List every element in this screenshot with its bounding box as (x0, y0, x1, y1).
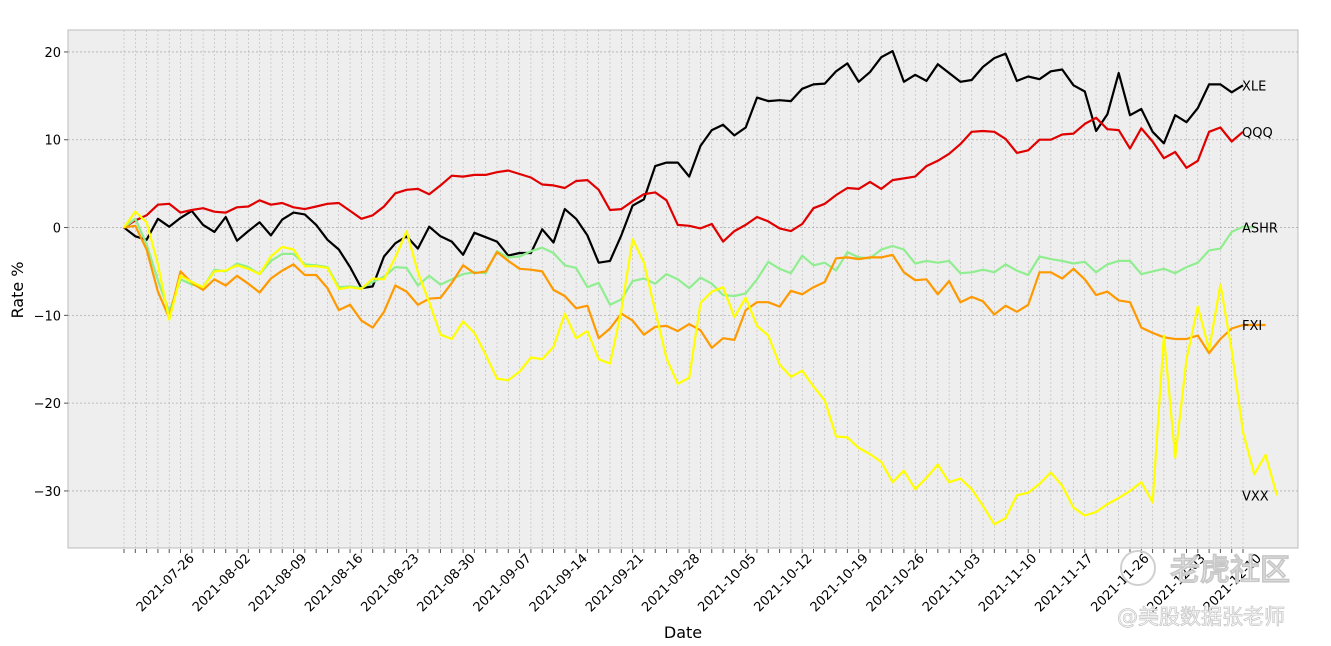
y-tick-label: −30 (34, 485, 61, 500)
watermark-logo-icon (1120, 550, 1156, 586)
series-line-ashr (123, 217, 1255, 313)
x-tick-label: 2021-09-28 (639, 551, 703, 615)
x-axis-ticks: 2021-07-262021-08-022021-08-092021-08-16… (123, 549, 1265, 615)
x-tick-label: 2021-09-07 (471, 551, 535, 615)
series-lines (123, 49, 1278, 526)
x-tick-label: 2021-08-09 (246, 551, 310, 615)
series-label-ashr: ASHR (1242, 222, 1278, 237)
grid-lines (68, 30, 1298, 548)
y-tick-label: 20 (44, 46, 61, 61)
x-tick-label: 2021-11-03 (920, 551, 984, 615)
watermark: 老虎社区 @美股数据张老师 (1117, 550, 1290, 629)
x-tick-label: 2021-11-17 (1032, 551, 1096, 615)
x-tick-label: 2021-10-26 (864, 551, 928, 615)
y-tick-label: 10 (44, 134, 61, 149)
x-axis-title: Date (664, 623, 702, 642)
y-tick-label: −20 (34, 397, 61, 412)
series-line-fxi (123, 224, 1266, 355)
y-axis-ticks: 20 10 0 −10 −20 −30 (34, 46, 68, 500)
series-end-labels: XLE QQQ ASHR FXI VXX (1242, 79, 1278, 504)
x-tick-label: 2021-07-26 (134, 551, 198, 615)
series-label-xle: XLE (1242, 79, 1266, 94)
series-line-qqq (123, 116, 1244, 243)
x-tick-label: 2021-08-02 (190, 551, 254, 615)
watermark-title: 老虎社区 (1170, 553, 1290, 588)
x-tick-label: 2021-10-05 (695, 551, 759, 615)
y-tick-label: −10 (34, 309, 61, 324)
x-tick-label: 2021-09-14 (527, 551, 591, 615)
x-tick-label: 2021-08-30 (415, 551, 479, 615)
plot-background (67, 29, 1299, 549)
x-tick-label: 2021-10-19 (808, 551, 872, 615)
watermark-subtitle: @美股数据张老师 (1117, 605, 1285, 629)
series-line-vxx (123, 210, 1278, 526)
series-line-xle (123, 49, 1244, 290)
series-label-fxi: FXI (1242, 319, 1262, 334)
series-label-vxx: VXX (1242, 489, 1269, 504)
x-tick-label: 2021-08-16 (302, 551, 366, 615)
x-tick-label: 2021-09-21 (583, 551, 647, 615)
x-tick-label: 2021-10-12 (752, 551, 816, 615)
y-axis-title: Rate % (8, 262, 27, 319)
y-tick-label: 0 (53, 222, 61, 237)
x-tick-label: 2021-11-10 (976, 551, 1040, 615)
x-tick-label: 2021-08-23 (358, 551, 422, 615)
series-label-qqq: QQQ (1242, 126, 1273, 141)
